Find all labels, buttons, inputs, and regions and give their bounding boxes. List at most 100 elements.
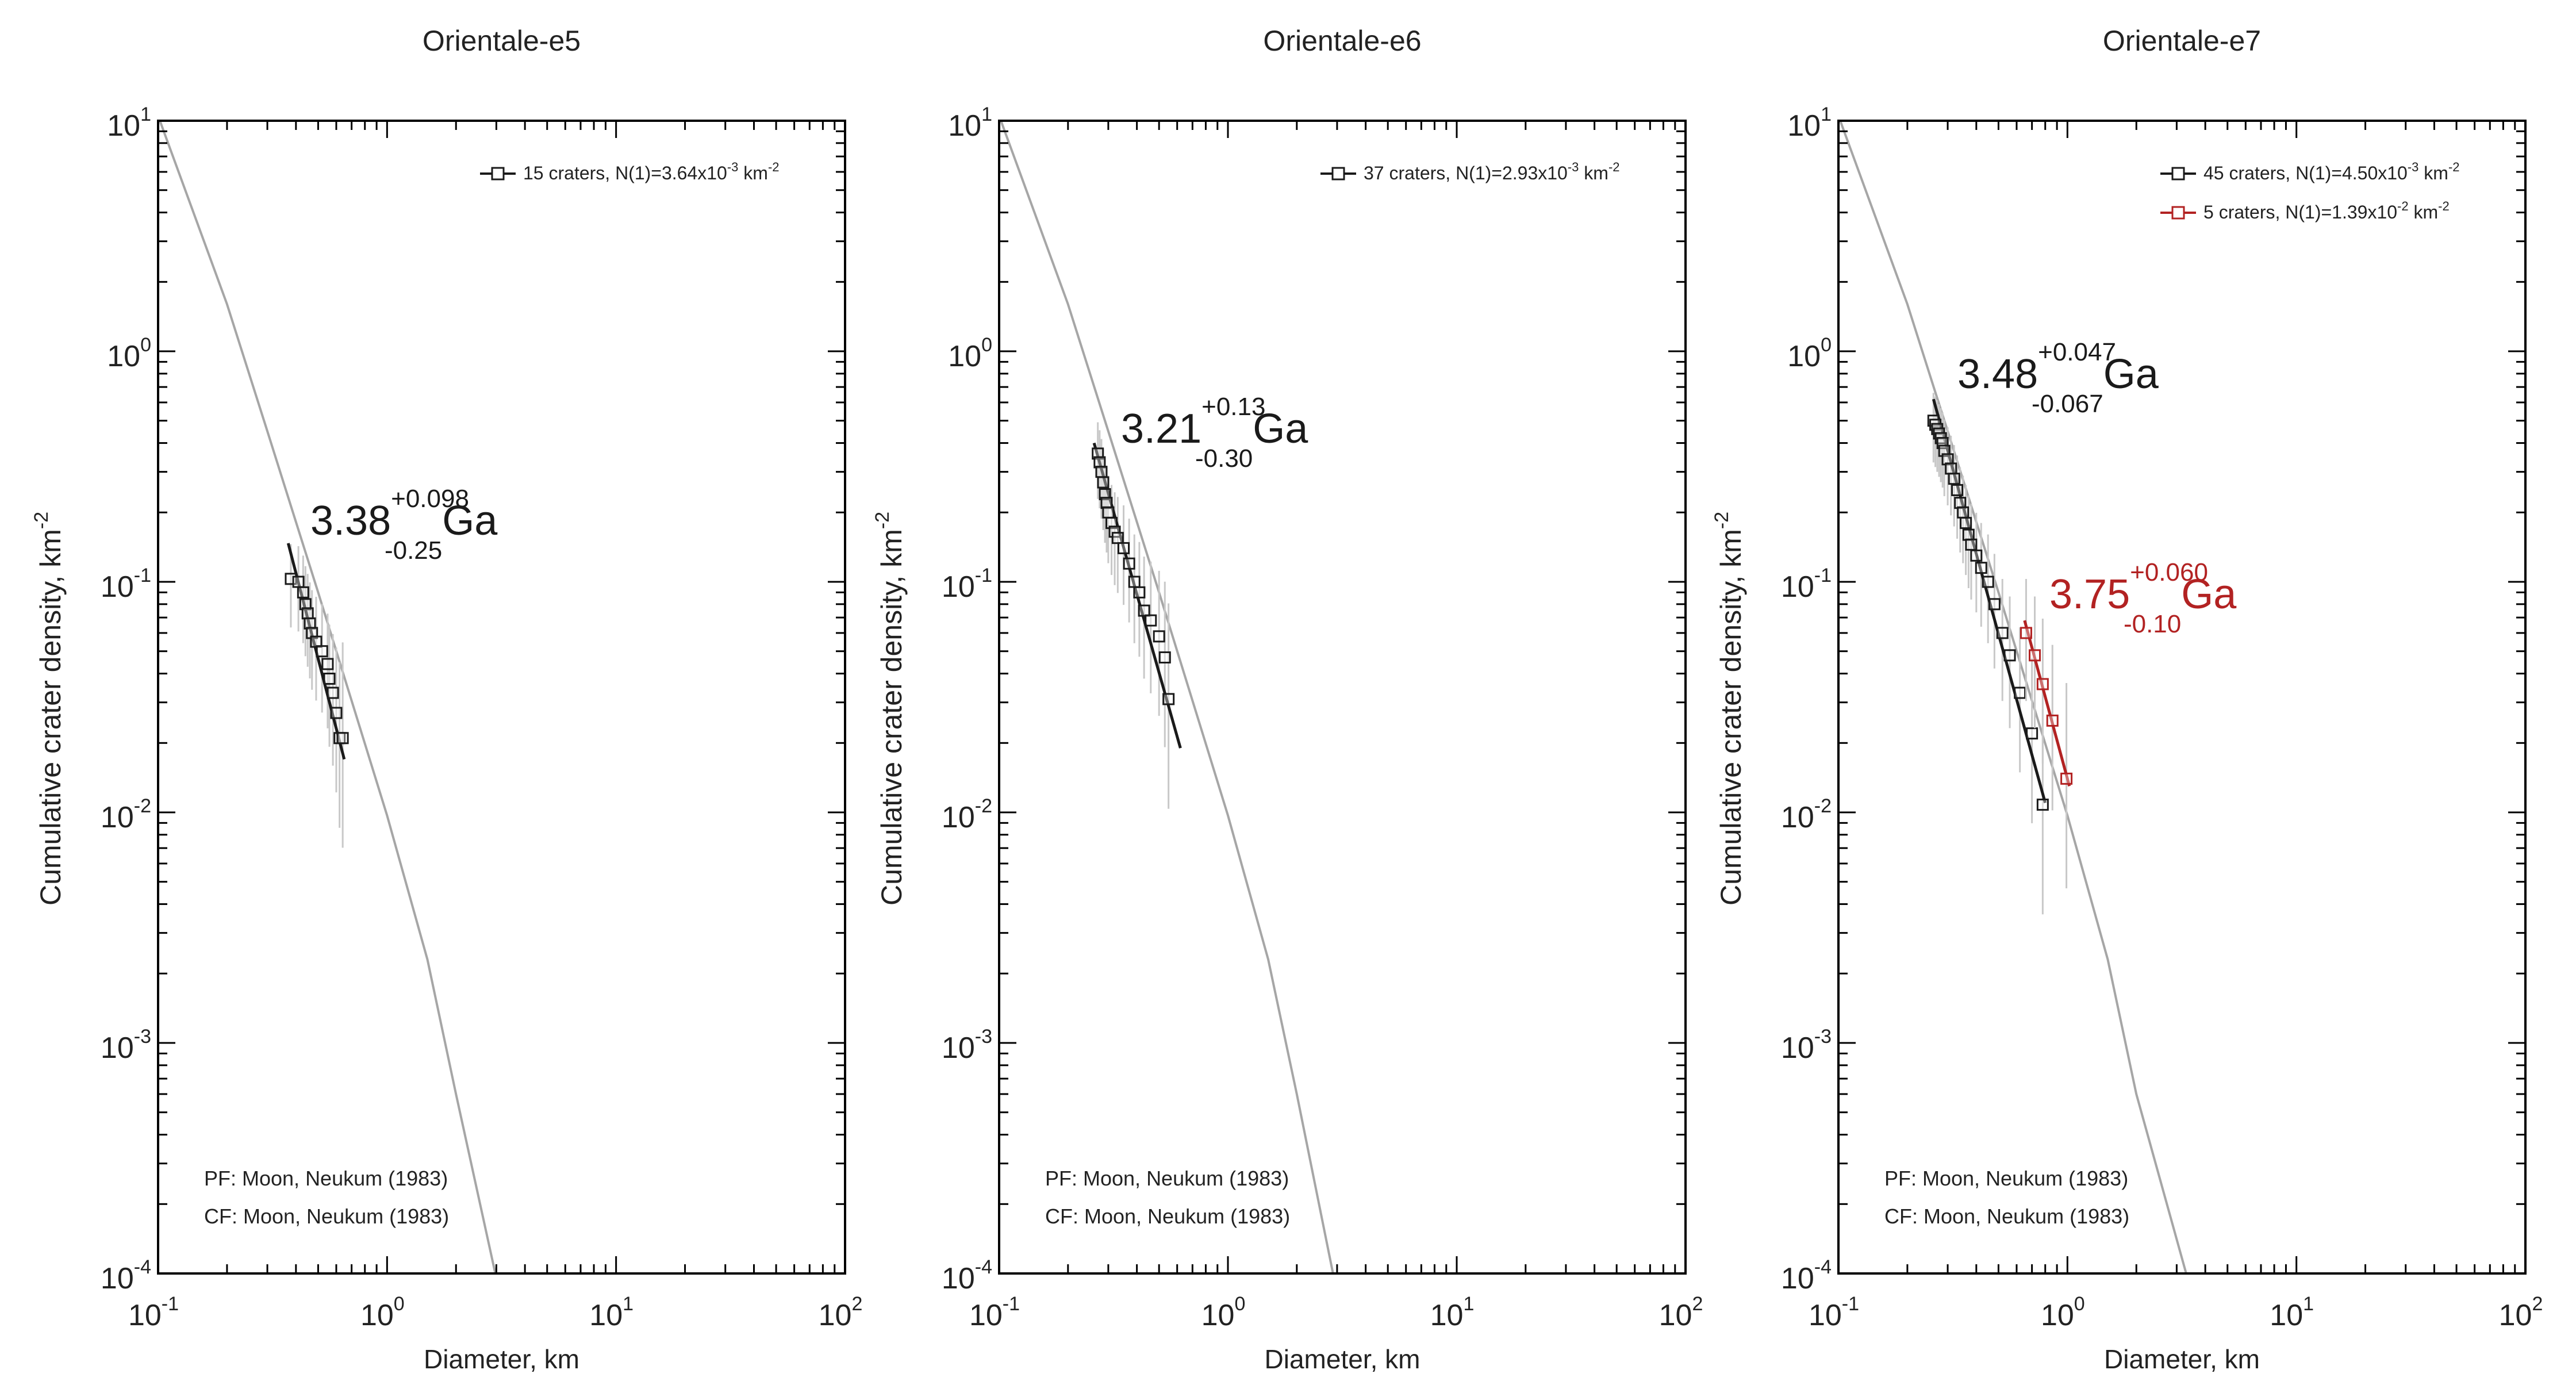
data-point xyxy=(1996,627,2009,639)
age-plus-error: +0.060 xyxy=(2130,558,2208,586)
y-tick-exponent: 0 xyxy=(140,334,151,356)
y-tick-exponent: 0 xyxy=(981,334,992,356)
data-point xyxy=(1111,532,1124,544)
plot-frame xyxy=(998,120,1687,1275)
y-tick-base: 10 xyxy=(101,801,134,834)
y-tick-base: 10 xyxy=(1787,109,1821,143)
y-axis-label-exponent: -2 xyxy=(1711,512,1733,529)
legend-unit: km xyxy=(738,163,768,183)
y-tick-label: 10-1 xyxy=(101,565,151,604)
age-label: 3.38+0.098 -0.25Ga xyxy=(310,485,498,565)
legend-unit: km xyxy=(2418,163,2448,183)
data-point xyxy=(301,607,314,620)
y-tick-base: 10 xyxy=(101,1262,134,1295)
y-axis-label-exponent: -2 xyxy=(872,512,893,529)
legend-marker xyxy=(2171,206,2185,220)
production-function-curve xyxy=(999,121,1334,1273)
age-value: 3.48 xyxy=(1957,351,2038,397)
plot-frame xyxy=(1837,120,2527,1275)
data-point xyxy=(1102,506,1115,519)
footnote: PF: Moon, Neukum (1983) xyxy=(1884,1167,2128,1190)
y-axis-label-text: Cumulative crater density, km xyxy=(876,529,908,906)
y-tick-base: 10 xyxy=(1787,340,1821,373)
data-point xyxy=(330,707,343,719)
data-point xyxy=(1133,586,1146,598)
data-point xyxy=(1092,447,1104,460)
panel-title: Orientale-e5 xyxy=(423,25,581,57)
legend-unit-exponent: -2 xyxy=(1608,160,1620,174)
x-tick-exponent: 0 xyxy=(2074,1293,2085,1315)
legend-exponent: -3 xyxy=(2408,160,2419,174)
y-tick-exponent: -4 xyxy=(1814,1256,1832,1278)
x-axis-label: Diameter, km xyxy=(424,1344,579,1374)
y-tick-label: 10-3 xyxy=(942,1026,992,1065)
data-point xyxy=(2036,678,2049,690)
y-tick-exponent: -1 xyxy=(1814,565,1832,586)
age-plus-error: +0.13 xyxy=(1201,393,1265,421)
y-tick-label: 10-4 xyxy=(101,1256,151,1295)
y-tick-exponent: 1 xyxy=(1821,103,1832,125)
x-tick-base: 10 xyxy=(1659,1299,1692,1332)
x-tick-label: 102 xyxy=(1659,1293,1703,1332)
age-minus-error: -0.10 xyxy=(2124,610,2181,638)
data-point xyxy=(327,686,339,699)
y-tick-base: 10 xyxy=(1781,570,1814,604)
data-point xyxy=(1948,473,1960,485)
x-tick-label: 101 xyxy=(589,1293,634,1332)
y-tick-base: 10 xyxy=(942,1262,975,1295)
x-tick-exponent: -1 xyxy=(162,1293,179,1315)
legend-unit: km xyxy=(2409,202,2439,222)
x-tick-exponent: -1 xyxy=(1003,1293,1020,1315)
legend-unit: km xyxy=(1579,163,1608,183)
y-axis-label: Cumulative crater density, km-2 xyxy=(1711,512,1747,906)
y-tick-base: 10 xyxy=(942,801,975,834)
age-unit: Ga xyxy=(1253,406,1308,452)
y-tick-exponent: -3 xyxy=(1814,1026,1832,1048)
data-point xyxy=(1970,549,1983,562)
age-label: 3.21+0.13 -0.30Ga xyxy=(1121,393,1308,473)
footnote: PF: Moon, Neukum (1983) xyxy=(1045,1167,1289,1190)
data-point xyxy=(1988,598,2001,611)
data-point xyxy=(1153,630,1165,643)
y-tick-exponent: -1 xyxy=(975,565,992,586)
legend-exponent: -2 xyxy=(2397,199,2409,213)
data-point xyxy=(1118,542,1130,554)
data-point xyxy=(1095,466,1108,478)
legend-unit-exponent: -2 xyxy=(2448,160,2460,174)
y-tick-base: 10 xyxy=(942,1031,975,1065)
x-tick-base: 10 xyxy=(969,1299,1003,1332)
age-label: 3.48+0.047 -0.067Ga xyxy=(1957,338,2159,418)
y-tick-base: 10 xyxy=(948,109,981,143)
footnote: PF: Moon, Neukum (1983) xyxy=(204,1167,448,1190)
x-tick-exponent: 0 xyxy=(1234,1293,1245,1315)
age-value: 3.21 xyxy=(1121,406,1201,452)
age-plus-error: +0.098 xyxy=(391,485,469,513)
x-tick-exponent: 1 xyxy=(623,1293,634,1315)
x-tick-exponent: 0 xyxy=(394,1293,405,1315)
legend-label: 5 craters, N(1)=1.39x10-2 km-2 xyxy=(2203,199,2450,222)
age-minus-error: -0.30 xyxy=(1195,444,1253,473)
data-point xyxy=(1097,476,1110,489)
y-tick-exponent: -4 xyxy=(975,1256,992,1278)
footnote: CF: Moon, Neukum (1983) xyxy=(204,1204,449,1228)
y-tick-label: 10-4 xyxy=(1781,1256,1832,1295)
legend-marker xyxy=(491,167,505,181)
y-tick-label: 101 xyxy=(948,103,992,143)
footnote: CF: Moon, Neukum (1983) xyxy=(1884,1204,2129,1228)
y-axis-label-text: Cumulative crater density, km xyxy=(1715,529,1747,906)
y-tick-base: 10 xyxy=(107,109,140,143)
data-point xyxy=(1105,517,1118,530)
y-tick-label: 10-1 xyxy=(942,565,992,604)
y-tick-label: 10-1 xyxy=(1781,565,1832,604)
footnote: CF: Moon, Neukum (1983) xyxy=(1045,1204,1290,1228)
data-point xyxy=(1957,506,1970,519)
data-point xyxy=(1951,484,1964,496)
y-axis-label: Cumulative crater density, km-2 xyxy=(30,512,67,906)
data-point xyxy=(1941,453,1954,466)
y-tick-label: 101 xyxy=(1787,103,1832,143)
age-value: 3.75 xyxy=(2049,571,2130,617)
age-minus-error: -0.25 xyxy=(385,536,442,565)
y-axis-label-exponent: -2 xyxy=(30,512,52,529)
